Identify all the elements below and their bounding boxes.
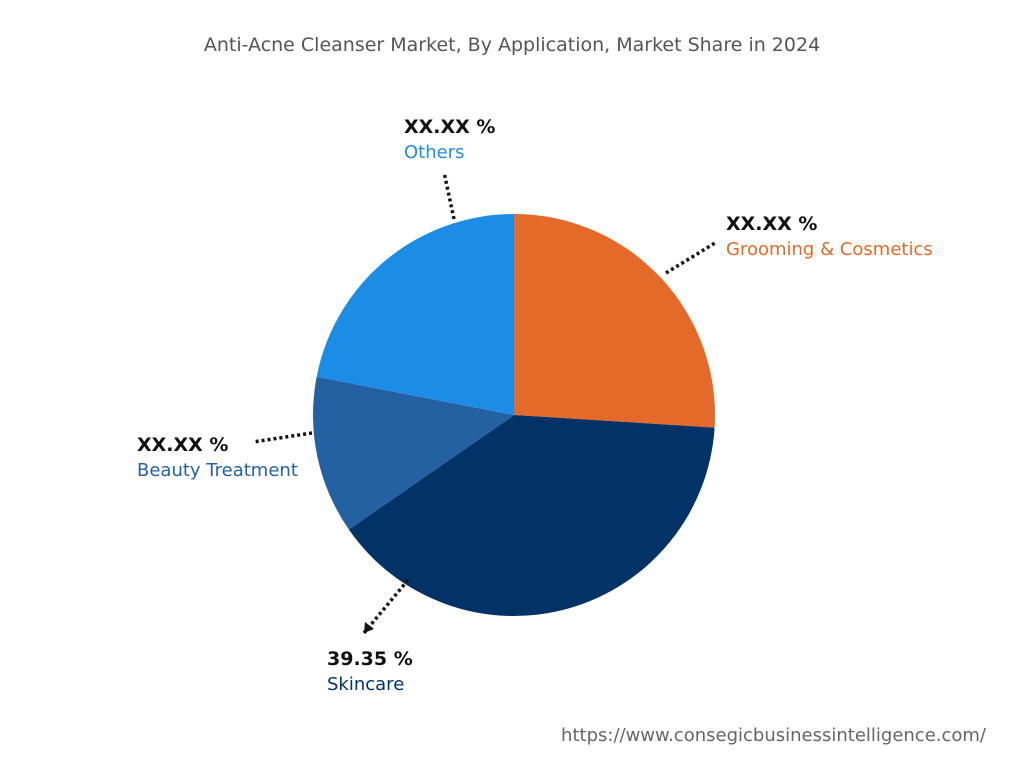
slice-value: XX.XX % [404, 116, 496, 138]
slice-name: Beauty Treatment [137, 460, 298, 481]
leader-line [252, 431, 313, 444]
label-others: XX.XX % Others [404, 114, 495, 166]
leader-line [362, 578, 410, 635]
slice-value: XX.XX % [137, 434, 229, 456]
label-skincare: 39.35 % Skincare [327, 646, 413, 698]
slice-name: Grooming & Cosmetics [726, 239, 933, 260]
slice-value: 39.35 % [327, 648, 413, 670]
chart-title: Anti-Acne Cleanser Market, By Applicatio… [203, 34, 821, 56]
source-url[interactable]: https://www.consegicbusinessintelligence… [561, 725, 986, 746]
slice-name: Others [404, 142, 465, 163]
label-grooming: XX.XX % Grooming & Cosmetics [726, 211, 933, 263]
pie-slice-grooming-cosmetics [514, 214, 716, 428]
leader-line [442, 171, 456, 220]
pie-slice-skincare [348, 415, 715, 616]
leader-line [665, 241, 716, 275]
pie-slice-others [316, 214, 514, 415]
arrowhead-icon [364, 622, 374, 633]
pie-slice-beauty-treatment [313, 376, 514, 530]
slice-value: XX.XX % [726, 213, 818, 235]
slice-name: Skincare [327, 674, 405, 695]
label-beauty-treatment: XX.XX % Beauty Treatment [137, 432, 298, 484]
